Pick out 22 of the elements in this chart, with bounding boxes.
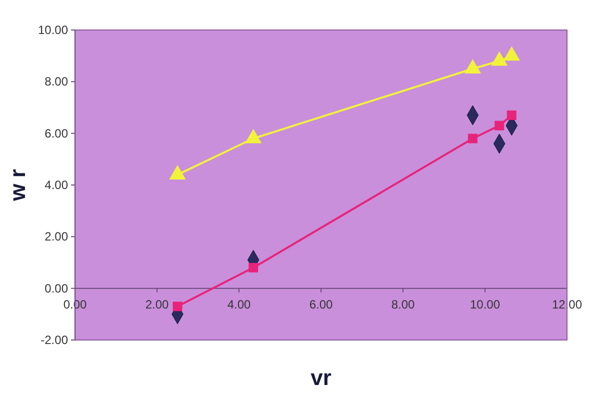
x-tick-label: 6.00 bbox=[309, 297, 333, 312]
y-tick-label: 8.00 bbox=[44, 74, 68, 89]
y-tick-label: 6.00 bbox=[44, 126, 68, 140]
y-tick-label: 2.00 bbox=[44, 230, 68, 244]
x-tick-label: 2.00 bbox=[145, 297, 169, 312]
y-tick-label: 4.00 bbox=[44, 178, 68, 192]
point bbox=[248, 262, 258, 272]
y-tick-label: 0.00 bbox=[44, 281, 68, 296]
y-axis-title: w r bbox=[5, 168, 30, 202]
point bbox=[494, 120, 504, 130]
point bbox=[172, 302, 182, 312]
x-tick-label: 8.00 bbox=[391, 297, 415, 312]
point bbox=[503, 46, 520, 61]
point bbox=[491, 51, 508, 66]
x-tick-label: 4.00 bbox=[227, 297, 251, 312]
point bbox=[464, 59, 482, 74]
x-tick-label: 10.00 bbox=[470, 297, 500, 312]
y-tick-label: 10.00 bbox=[38, 23, 68, 37]
point bbox=[468, 134, 478, 144]
x-axis-title: vr bbox=[310, 365, 332, 390]
point bbox=[506, 110, 516, 120]
y-tick-label: -2.00 bbox=[40, 333, 68, 347]
